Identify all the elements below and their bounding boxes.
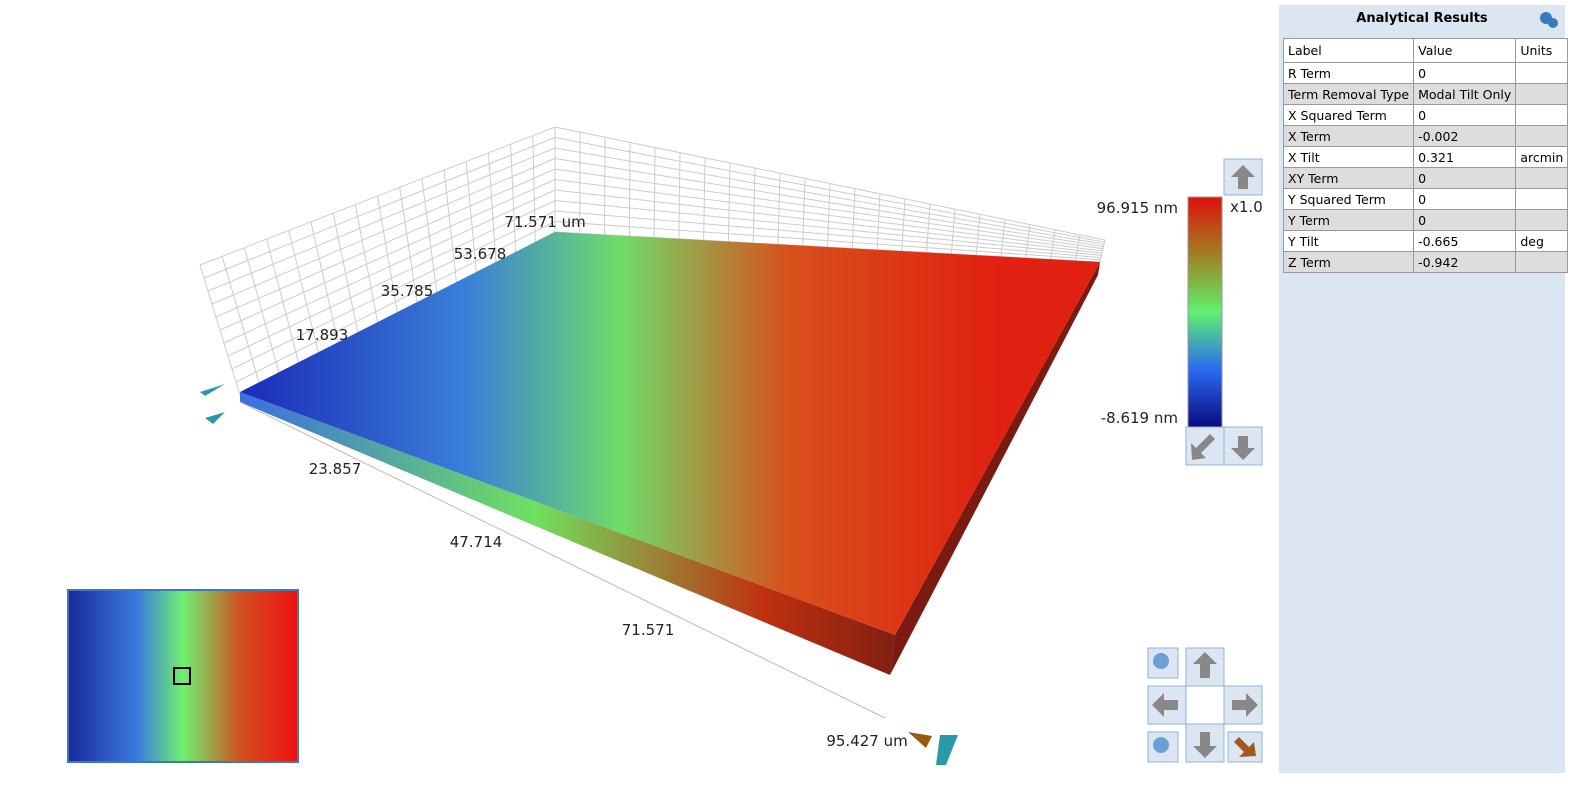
axis-widget[interactable] — [908, 732, 932, 748]
grid-line — [554, 221, 1101, 261]
grid-line — [554, 179, 1103, 252]
grid-line — [554, 158, 1104, 248]
table-row: Y Term 0 — [1282, 209, 1569, 231]
table-cell: X Tilt — [1282, 146, 1415, 168]
x-axis-label: 47.714 — [450, 533, 503, 551]
table-row: R Term 0 — [1282, 62, 1569, 84]
table-row: Label Value Units — [1282, 38, 1569, 63]
x-axis — [239, 401, 886, 719]
table-cell: -0.665 — [1413, 230, 1517, 252]
x-axis-label: 71.571 — [622, 621, 675, 639]
viewer: 23.857 47.714 71.571 95.427 um 17.893 35.785 5… — [67, 126, 1263, 765]
colorbar-min: -8.619 nm — [1101, 409, 1178, 427]
grid-line — [235, 221, 556, 383]
table-cell — [1515, 167, 1569, 189]
table-cell: Modal Tilt Only — [1413, 83, 1517, 105]
table-cell: 0 — [1413, 104, 1517, 126]
table-cell: arcmin — [1515, 146, 1569, 168]
table-cell: deg — [1515, 230, 1569, 252]
grid-line — [219, 179, 556, 331]
table-cell: Units — [1515, 38, 1569, 63]
table-cell: 0 — [1413, 62, 1517, 84]
table-cell — [1515, 209, 1569, 231]
table-cell: Label — [1282, 38, 1415, 63]
table-cell: Y Term — [1282, 209, 1415, 231]
table-cell: R Term — [1282, 62, 1415, 84]
table-row: X Term -0.002 — [1282, 125, 1569, 147]
table-cell: 0 — [1413, 188, 1517, 210]
y-axis-label: 35.785 — [381, 282, 434, 300]
results-panel: Analytical Results Label Value Units R Term… — [1279, 5, 1569, 773]
y-axis-label: 17.893 — [296, 326, 349, 344]
table-cell: -0.002 — [1413, 125, 1517, 147]
table-cell: X Term — [1282, 125, 1415, 147]
table-row: X Tilt 0.321 arcmin — [1282, 146, 1569, 168]
y-axis-label: 53.678 — [454, 245, 507, 263]
grid-line — [554, 200, 1102, 256]
table-cell: X Squared Term — [1282, 104, 1415, 126]
minimap[interactable] — [67, 589, 299, 763]
table-cell: Y Tilt — [1282, 230, 1415, 252]
grid — [199, 126, 1106, 396]
minimap-cursor[interactable] — [173, 667, 191, 685]
table-row: XY Term 0 — [1282, 167, 1569, 189]
surface-front — [240, 392, 895, 675]
table-row: Term Removal Type Modal Tilt Only — [1282, 83, 1569, 105]
nav-buttons[interactable] — [1147, 647, 1263, 763]
panel-title: Analytical Results — [1356, 11, 1488, 26]
table-cell: Term Removal Type — [1282, 83, 1415, 105]
colorbar — [1187, 196, 1223, 428]
table-row: Z Term -0.942 — [1282, 251, 1569, 273]
table-cell — [1515, 125, 1569, 147]
grid-line — [554, 126, 1106, 241]
grid-line — [211, 158, 556, 305]
grid-line — [554, 168, 1104, 250]
table-cell: Z Term — [1282, 251, 1415, 273]
table-cell — [1515, 104, 1569, 126]
surface-side — [890, 262, 1100, 675]
grid-line — [554, 210, 1102, 259]
grid-line — [227, 200, 556, 357]
axis-widget[interactable] — [200, 384, 225, 424]
table-row: Y Tilt -0.665 deg — [1282, 230, 1569, 252]
results-table: Label Value Units R Term 0 Term Removal Type M… — [1282, 38, 1569, 273]
surface-top — [240, 232, 1100, 635]
grid-line — [203, 137, 556, 279]
table-cell: 0 — [1413, 167, 1517, 189]
table-cell — [1515, 251, 1569, 273]
colorbar-buttons[interactable] — [1185, 158, 1263, 466]
colorbar-max: 96.915 nm — [1097, 199, 1178, 217]
grid-line — [199, 126, 556, 266]
table-cell: 0 — [1413, 209, 1517, 231]
grid-line — [215, 168, 556, 318]
settings-button[interactable] — [1537, 8, 1559, 30]
grid-line — [223, 189, 556, 344]
table-cell: XY Term — [1282, 167, 1415, 189]
table-cell: -0.942 — [1413, 251, 1517, 273]
grid-line — [554, 189, 1103, 254]
table-cell: Y Squared Term — [1282, 188, 1415, 210]
x-axis-label: 95.427 um — [826, 732, 907, 750]
grid-line — [554, 147, 1105, 245]
table-cell — [1515, 188, 1569, 210]
table-cell: Value — [1413, 38, 1517, 63]
grid-line — [231, 210, 556, 370]
table-cell — [1515, 83, 1569, 105]
x-axis-label: 23.857 — [309, 460, 362, 478]
grid-line — [207, 147, 556, 292]
colorbar-scale: x1.0 — [1230, 198, 1263, 216]
table-row: Y Squared Term 0 — [1282, 188, 1569, 210]
table-cell: 0.321 — [1413, 146, 1517, 168]
axis-widget[interactable] — [936, 735, 958, 765]
y-axis-label: 71.571 um — [504, 213, 585, 231]
table-row: X Squared Term 0 — [1282, 104, 1569, 126]
table-cell — [1515, 62, 1569, 84]
grid-line — [554, 137, 1105, 243]
